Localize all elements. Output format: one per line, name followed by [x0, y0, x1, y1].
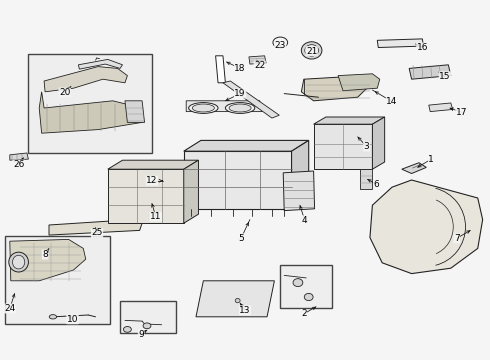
- Text: 6: 6: [373, 180, 379, 189]
- Text: 24: 24: [4, 304, 15, 313]
- Text: 5: 5: [238, 234, 244, 243]
- Polygon shape: [78, 59, 122, 69]
- Polygon shape: [196, 281, 274, 317]
- Text: 1: 1: [428, 154, 434, 163]
- Polygon shape: [162, 176, 179, 189]
- Ellipse shape: [192, 104, 215, 112]
- Polygon shape: [314, 117, 385, 124]
- Polygon shape: [184, 151, 292, 209]
- Ellipse shape: [304, 293, 313, 301]
- Ellipse shape: [225, 103, 255, 113]
- Text: 8: 8: [42, 250, 48, 259]
- Text: 4: 4: [302, 216, 308, 225]
- Polygon shape: [49, 220, 142, 235]
- Bar: [5, 236, 110, 324]
- Ellipse shape: [301, 42, 322, 59]
- Text: 11: 11: [150, 212, 162, 221]
- Ellipse shape: [293, 279, 303, 287]
- Polygon shape: [10, 239, 86, 281]
- Ellipse shape: [229, 104, 251, 112]
- Text: 26: 26: [13, 160, 24, 169]
- Text: 3: 3: [364, 142, 369, 151]
- Text: 12: 12: [146, 176, 158, 185]
- Text: 19: 19: [234, 89, 246, 98]
- Polygon shape: [223, 81, 279, 118]
- Text: 15: 15: [439, 72, 451, 81]
- Ellipse shape: [49, 315, 56, 319]
- Polygon shape: [39, 92, 142, 133]
- Polygon shape: [108, 169, 184, 223]
- Polygon shape: [125, 101, 145, 122]
- Polygon shape: [186, 101, 262, 112]
- Polygon shape: [360, 169, 372, 189]
- Text: 17: 17: [456, 108, 467, 117]
- Polygon shape: [292, 140, 309, 209]
- Polygon shape: [108, 160, 198, 169]
- Text: 7: 7: [454, 234, 460, 243]
- Polygon shape: [338, 74, 380, 91]
- Ellipse shape: [9, 252, 28, 272]
- Polygon shape: [314, 124, 372, 169]
- Polygon shape: [283, 171, 315, 211]
- Bar: [28, 54, 152, 153]
- Text: 14: 14: [386, 97, 398, 106]
- Polygon shape: [429, 103, 453, 112]
- Text: 23: 23: [274, 41, 286, 50]
- Polygon shape: [377, 39, 423, 48]
- Polygon shape: [249, 56, 266, 64]
- Polygon shape: [44, 67, 127, 92]
- Polygon shape: [409, 65, 451, 79]
- Text: 25: 25: [91, 229, 103, 238]
- Polygon shape: [301, 76, 372, 101]
- Polygon shape: [154, 174, 169, 185]
- Ellipse shape: [305, 45, 318, 56]
- Ellipse shape: [143, 323, 151, 329]
- Ellipse shape: [13, 255, 24, 269]
- Polygon shape: [184, 140, 309, 151]
- Ellipse shape: [189, 103, 218, 113]
- Text: 10: 10: [67, 315, 78, 324]
- Polygon shape: [370, 180, 483, 274]
- Text: 22: 22: [254, 61, 265, 70]
- Ellipse shape: [123, 327, 131, 332]
- Polygon shape: [372, 117, 385, 169]
- Polygon shape: [10, 153, 28, 160]
- Polygon shape: [402, 163, 426, 174]
- Text: 20: 20: [59, 88, 71, 97]
- Text: 18: 18: [234, 64, 246, 73]
- Bar: [120, 301, 176, 333]
- Text: 2: 2: [301, 309, 307, 318]
- Text: 21: 21: [306, 46, 318, 55]
- Bar: [280, 265, 332, 308]
- Ellipse shape: [235, 298, 240, 303]
- Polygon shape: [216, 56, 225, 83]
- Polygon shape: [184, 160, 198, 223]
- Text: 13: 13: [239, 306, 251, 315]
- Text: 9: 9: [138, 330, 144, 338]
- Text: 16: 16: [416, 43, 428, 52]
